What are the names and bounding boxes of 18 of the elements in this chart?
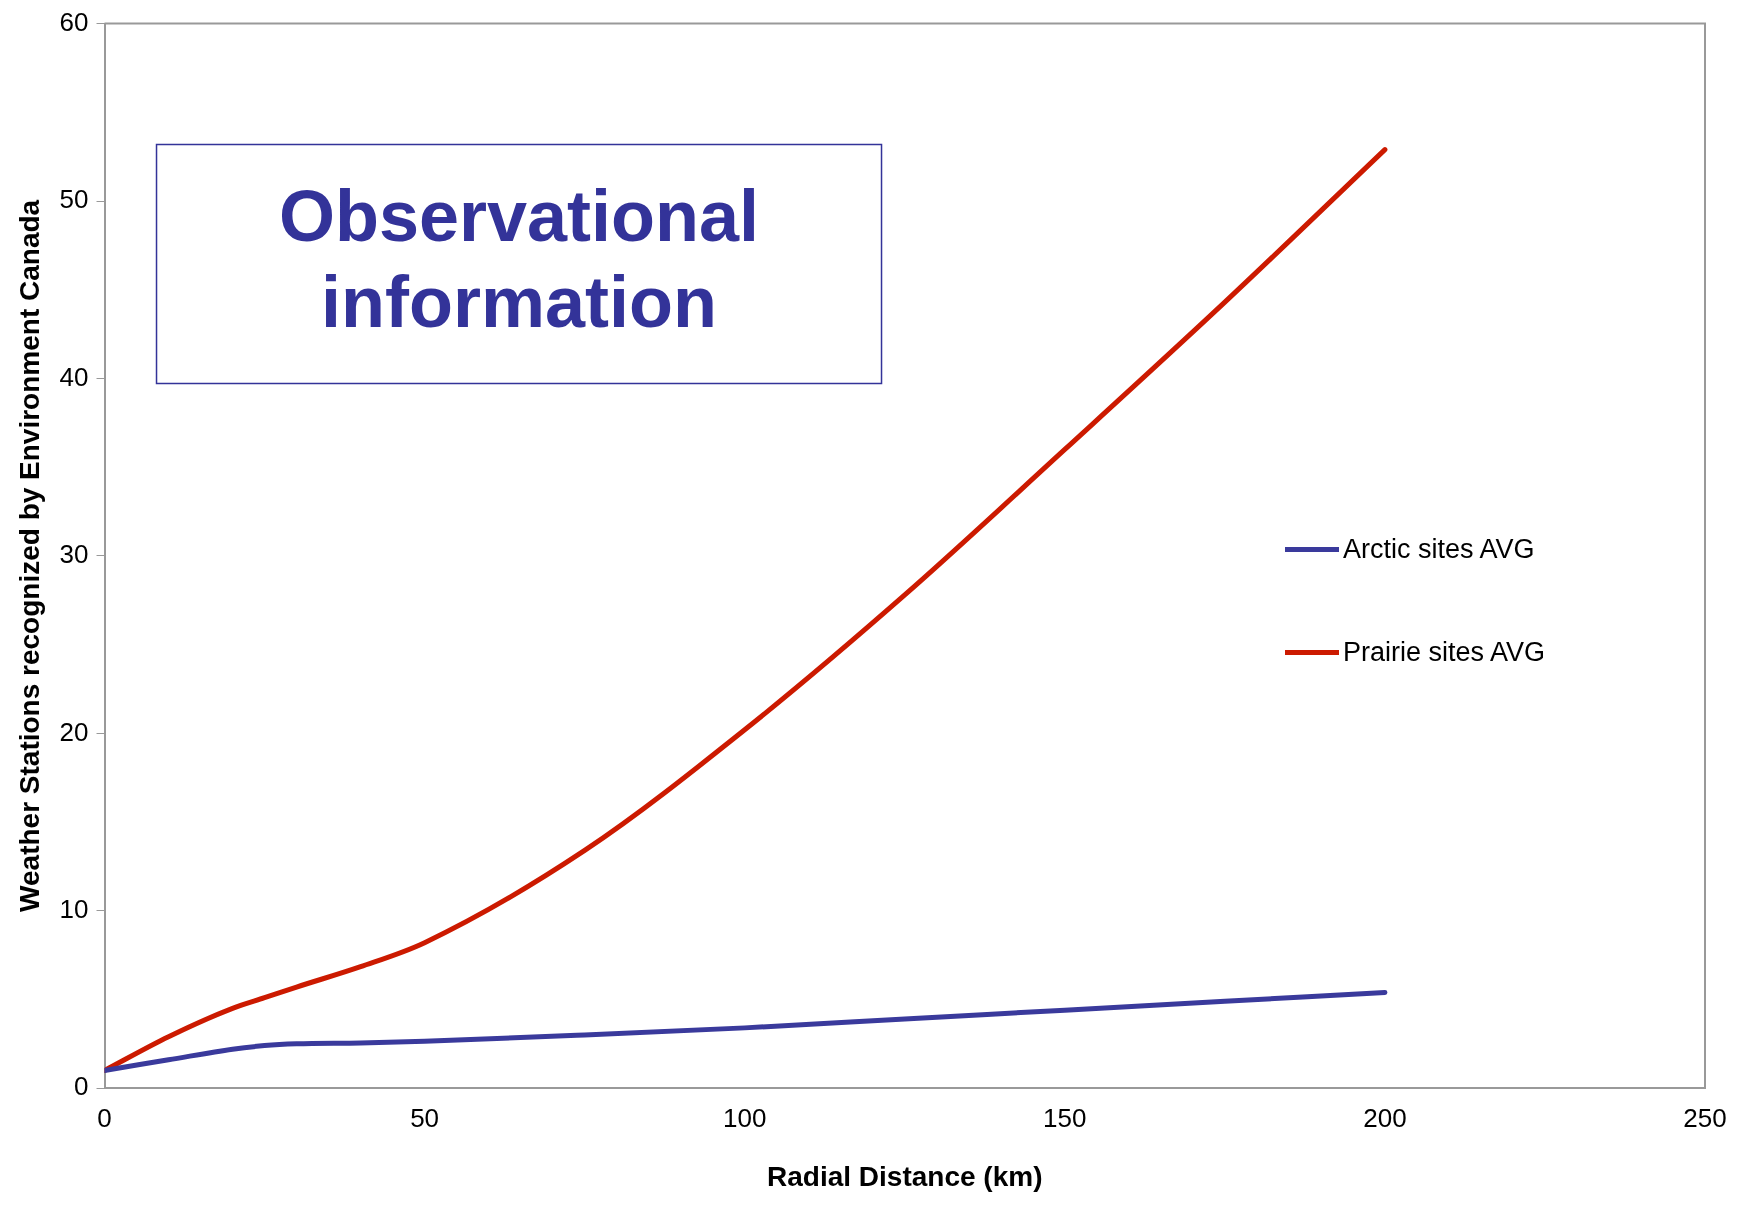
x-tick-label: 150 xyxy=(1043,1102,1087,1133)
y-tick-label: 0 xyxy=(74,1071,89,1102)
x-tick-label: 50 xyxy=(410,1102,440,1133)
legend-label: Prairie sites AVG xyxy=(1343,636,1546,668)
annotation: Observational information xyxy=(278,175,760,342)
legend-label: Arctic sites AVG xyxy=(1343,533,1535,565)
y-tick-label: 30 xyxy=(59,539,89,570)
x-tick-label: 0 xyxy=(97,1102,112,1133)
y-tick-label: 20 xyxy=(59,716,89,747)
y-tick-label: 60 xyxy=(59,6,89,37)
x-tick-label: 200 xyxy=(1363,1102,1407,1133)
y-tick-label: 50 xyxy=(59,184,89,215)
y-tick-label: 40 xyxy=(59,361,89,392)
y-tick-label: 10 xyxy=(59,893,89,924)
x-axis-title: Radial Distance (km) xyxy=(767,1160,1043,1192)
y-axis-title: Weather Stations recognized by Environment Canada xyxy=(13,199,45,912)
x-tick-label: 100 xyxy=(723,1102,767,1133)
x-tick-label: 250 xyxy=(1683,1102,1727,1133)
